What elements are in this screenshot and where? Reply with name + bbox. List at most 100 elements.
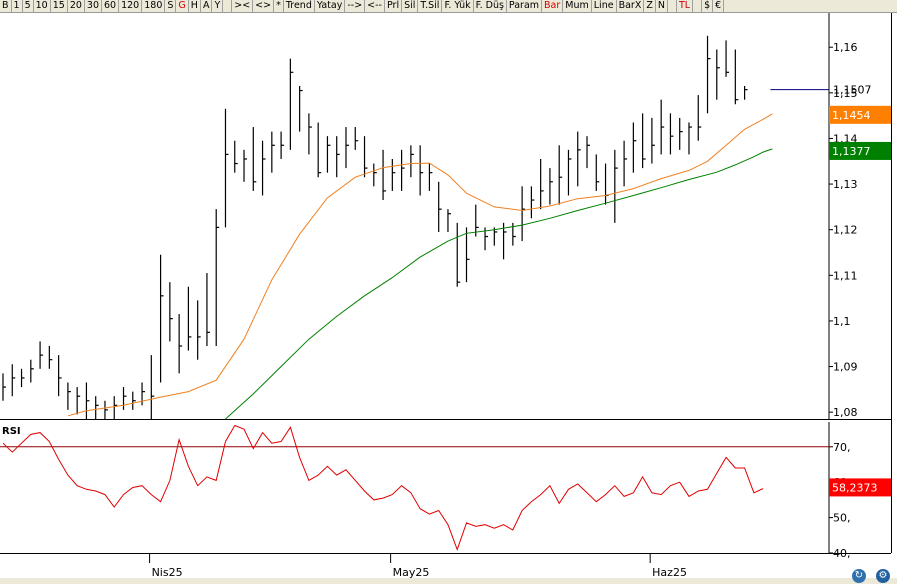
ohlc-bar — [187, 286, 192, 351]
ohlc-bar — [604, 163, 609, 205]
toolbar-button-24[interactable]: Sil — [402, 0, 419, 12]
toolbar-button-4[interactable]: 15 — [51, 0, 68, 12]
toolbar-button-33[interactable]: Z — [644, 0, 656, 12]
ohlc-bar — [197, 300, 201, 360]
toolbar-button-16[interactable]: >< — [232, 0, 254, 12]
toolbar-button-27[interactable]: F. Düş — [474, 0, 507, 12]
ohlc-bar — [76, 387, 81, 415]
ohlc-bar — [48, 346, 53, 369]
ohlc-bar — [716, 49, 720, 100]
toolbar-button-3[interactable]: 10 — [34, 0, 51, 12]
ma-long-badge-label: 1,1377 — [832, 145, 871, 158]
ohlc-bar — [113, 396, 118, 419]
toolbar-button-10[interactable]: S — [165, 0, 177, 12]
ohlc-bar — [58, 355, 62, 397]
ohlc-bar — [159, 254, 164, 383]
toolbar-button-28[interactable]: Param — [507, 0, 543, 12]
toolbar-button-0[interactable]: B — [0, 0, 12, 12]
ohlc-bar — [447, 209, 451, 232]
toolbar-button-17[interactable]: <> — [253, 0, 275, 12]
price-tick-label: 1,09 — [833, 361, 858, 374]
ohlc-bar — [132, 391, 136, 410]
toolbar-button-29[interactable]: Bar — [542, 0, 564, 12]
ohlc-bar — [2, 373, 6, 401]
toolbar-button-38[interactable]: $ — [702, 0, 714, 12]
price-tick-label: 1,08 — [833, 406, 858, 419]
toolbar-button-34[interactable]: N — [656, 0, 668, 12]
ohlc-bar — [39, 341, 44, 369]
ohlc-bar — [373, 163, 377, 187]
toolbar-button-26[interactable]: F. Yük — [442, 0, 474, 12]
ohlc-bar — [521, 186, 526, 242]
ohlc-bar — [502, 222, 507, 260]
toolbar-button-6[interactable]: 30 — [85, 0, 102, 12]
toolbar-button-18[interactable]: * — [274, 0, 284, 12]
ohlc-bar — [354, 127, 359, 150]
ohlc-bar — [326, 136, 331, 173]
rsi-value-badge-label: 58,2373 — [832, 481, 878, 494]
toolbar-button-32[interactable]: BarX — [617, 0, 645, 12]
toolbar-button-7[interactable]: 60 — [102, 0, 120, 12]
ohlc-bar — [734, 49, 739, 105]
ohlc-bar — [651, 117, 655, 164]
toolbar-button-21[interactable]: --> — [345, 0, 366, 12]
settings-icon[interactable]: ⚙ — [876, 569, 890, 583]
toolbar-button-8[interactable]: 120 — [119, 0, 143, 12]
ohlc-bar — [280, 131, 285, 159]
toolbar-button-9[interactable]: 180 — [142, 0, 166, 12]
toolbar-button-12[interactable]: H — [189, 0, 201, 12]
ohlc-bar — [669, 113, 674, 155]
toolbar-button-37[interactable] — [693, 0, 703, 12]
ohlc-bar — [289, 58, 294, 150]
toolbar-button-36[interactable]: TL — [677, 0, 694, 12]
ohlc-bar — [577, 131, 581, 187]
ohlc-bar — [642, 113, 646, 169]
ohlc-bar — [540, 158, 544, 210]
ohlc-bar — [345, 127, 349, 169]
rsi-tick-label: 40, — [833, 547, 851, 560]
ohlc-bar — [243, 149, 248, 182]
date-tick-label: May25 — [393, 566, 430, 578]
toolbar-button-35[interactable] — [668, 0, 677, 12]
toolbar-button-25[interactable]: T.Sil — [418, 0, 443, 12]
toolbar-button-2[interactable]: 5 — [23, 0, 34, 12]
ohlc-bar — [261, 140, 266, 196]
last-price-label: 1,1507 — [833, 84, 872, 97]
ohlc-bar — [623, 140, 628, 187]
ohlc-bar — [224, 108, 229, 228]
ohlc-bar — [438, 181, 442, 232]
ohlc-bar — [419, 145, 424, 196]
toolbar-button-1[interactable]: 1 — [12, 0, 23, 12]
ohlc-bar — [706, 35, 711, 114]
toolbar-button-15[interactable] — [223, 0, 233, 12]
toolbar-button-23[interactable]: Prl — [385, 0, 403, 12]
refresh-icon[interactable]: ↻ — [852, 569, 866, 583]
ohlc-bar — [104, 400, 108, 419]
rsi-tick-label: 50, — [833, 512, 851, 525]
rsi-title: RSI — [2, 426, 21, 437]
ohlc-bar — [308, 113, 312, 155]
price-tick-label: 1,1 — [833, 315, 851, 328]
ohlc-bar — [697, 95, 702, 141]
moving-average-long-line — [225, 148, 773, 420]
toolbar-button-39[interactable]: € — [713, 0, 725, 12]
toolbar-button-20[interactable]: Yatay — [315, 0, 346, 12]
ohlc-bar — [30, 359, 34, 383]
toolbar-button-30[interactable]: Mum — [563, 0, 592, 12]
ohlc-bar — [11, 364, 16, 397]
ohlc-bar — [725, 40, 730, 77]
toolbar-button-14[interactable]: Y — [212, 0, 224, 12]
ohlc-bar — [465, 227, 470, 283]
toolbar-button-22[interactable]: <-- — [365, 0, 385, 12]
ohlc-bar — [595, 154, 600, 191]
ohlc-bar — [122, 387, 127, 410]
ohlc-bar — [456, 222, 461, 287]
toolbar-button-13[interactable]: A — [201, 0, 213, 12]
toolbar-button-19[interactable]: Trend — [284, 0, 315, 12]
ohlc-bar — [141, 382, 146, 406]
toolbar-button-11[interactable]: G — [176, 0, 189, 12]
toolbar-button-5[interactable]: 20 — [68, 0, 85, 12]
ohlc-bar — [549, 168, 553, 205]
ohlc-bar — [558, 145, 563, 205]
toolbar-button-31[interactable]: Line — [592, 0, 617, 12]
